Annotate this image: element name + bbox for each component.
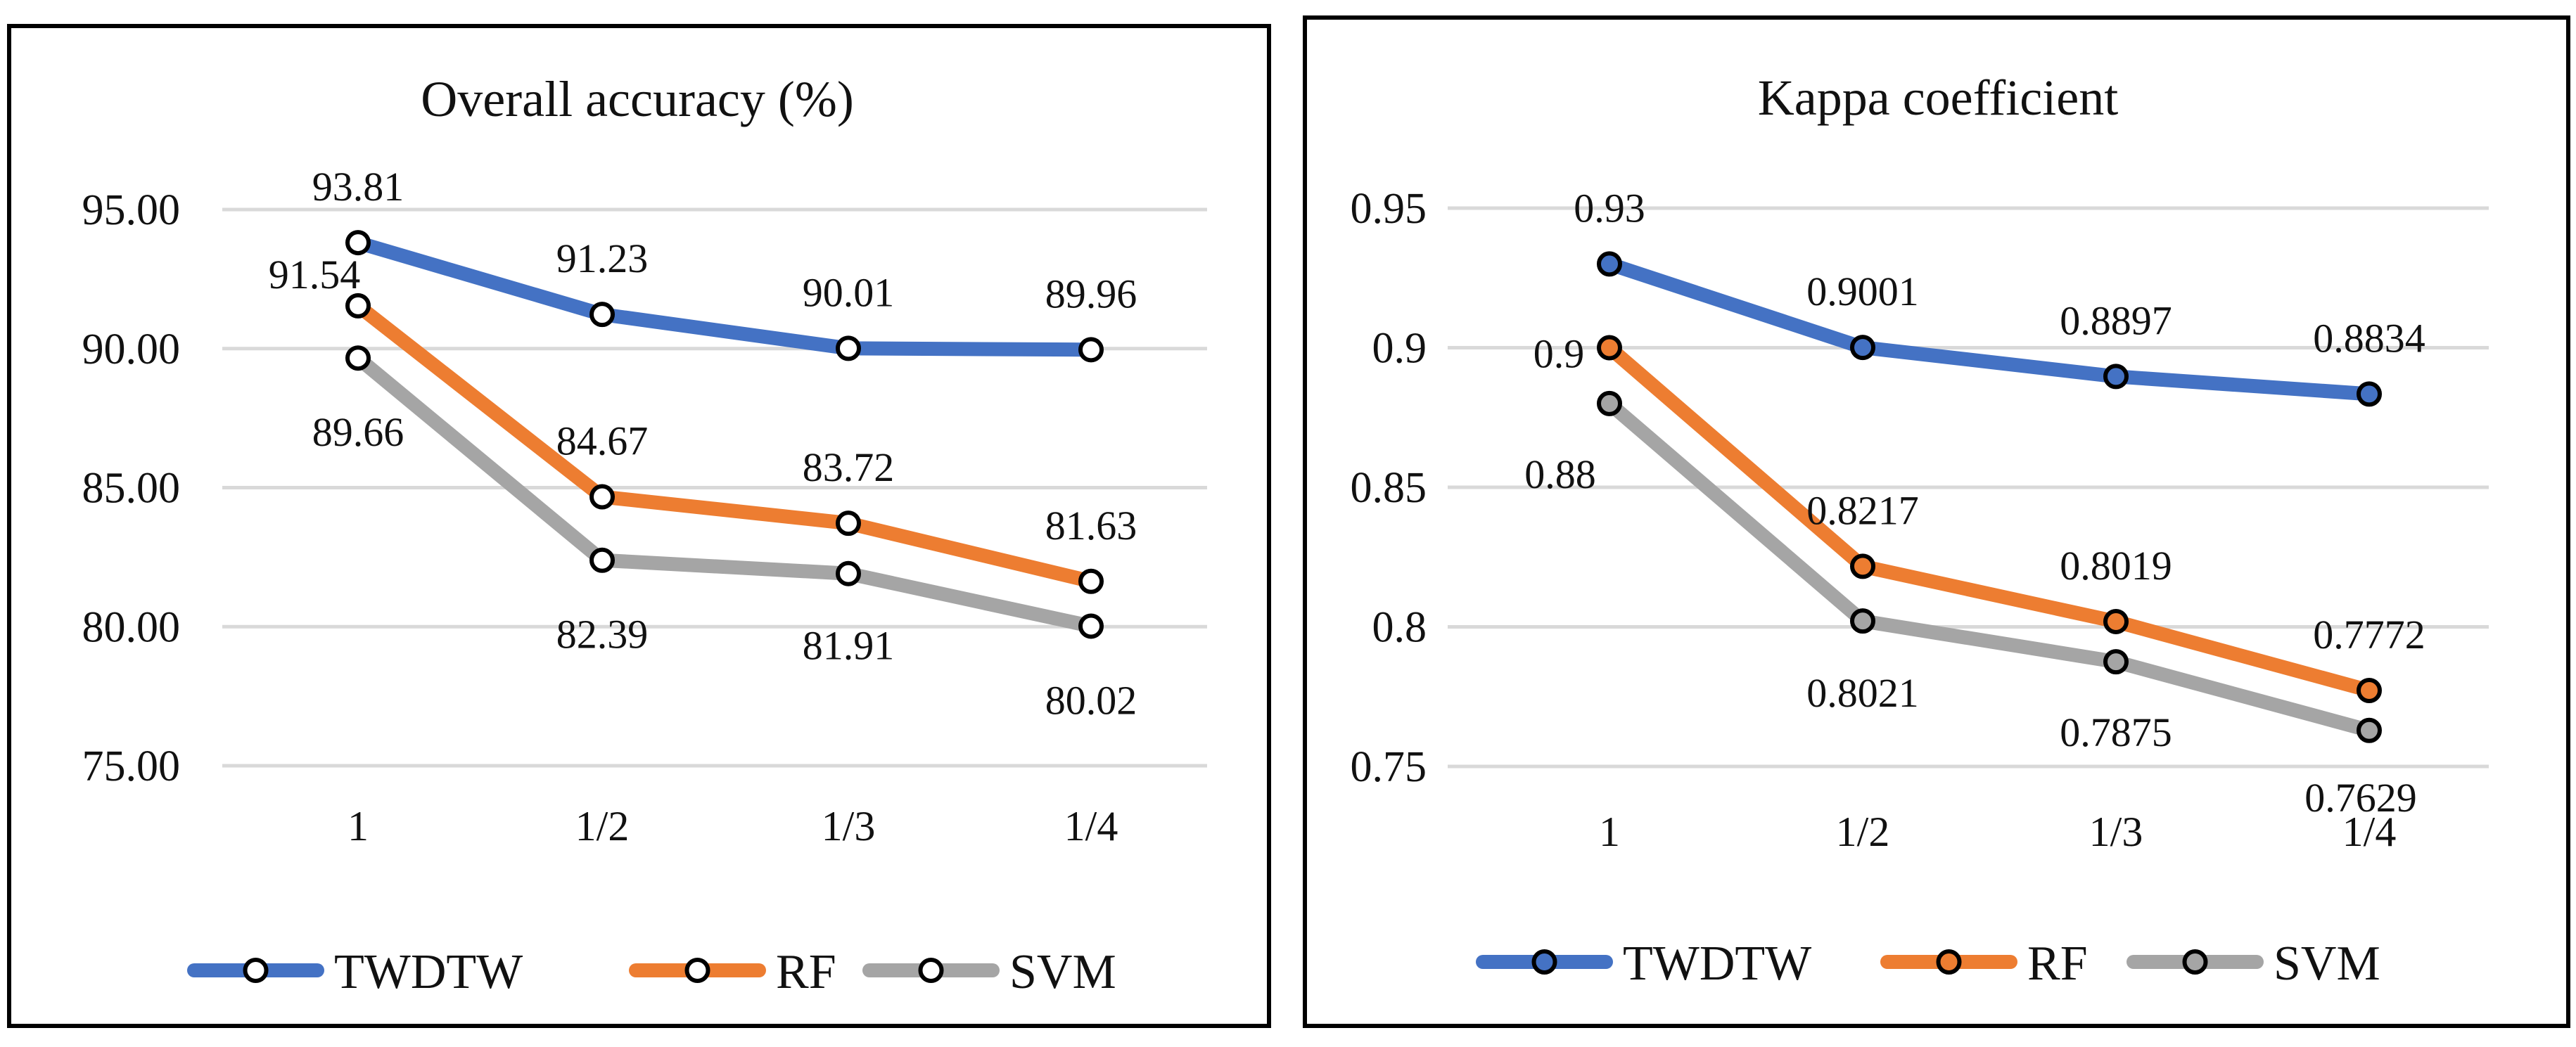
- legend-marker-twdtw: [243, 958, 269, 983]
- data-label-twdtw: 91.23: [556, 236, 649, 281]
- data-label-rf: 91.54: [269, 252, 361, 297]
- kappa-coefficient-chart-panel: Kappa coefficient 0.75 0.8 0.85 0.9 0.95 1 1/2 1…: [1303, 15, 2570, 1028]
- x-tick-label: 1/2: [1836, 809, 1890, 855]
- data-point-svm: [589, 547, 615, 573]
- data-point-twdtw: [2103, 364, 2129, 390]
- legend-label-rf: RF: [776, 945, 836, 999]
- data-label-twdtw: 0.8834: [2313, 315, 2425, 361]
- data-point-svm: [2357, 717, 2382, 743]
- data-point-rf: [2357, 678, 2382, 704]
- x-tick-label: 1: [347, 803, 369, 849]
- y-tick-label: 95.00: [82, 186, 181, 234]
- data-label-svm: 0.7629: [2304, 775, 2417, 821]
- data-label-rf: 0.8217: [1806, 487, 1919, 533]
- kappa-coefficient-chart: Kappa coefficient 0.75 0.8 0.85 0.9 0.95 1 1/2 1…: [1351, 70, 2489, 991]
- y-tick-label: 0.9: [1372, 325, 1427, 373]
- data-point-svm: [1078, 613, 1104, 639]
- series-line-svm: [1602, 396, 2376, 738]
- data-point-rf: [345, 293, 371, 319]
- legend-label-twdtw: TWDTW: [1623, 937, 1811, 991]
- data-label-svm: 82.39: [556, 612, 649, 657]
- x-tick-label: 1/4: [1064, 803, 1118, 849]
- data-label-twdtw: 0.8897: [2060, 297, 2172, 343]
- data-label-svm: 81.91: [803, 623, 895, 669]
- data-label-rf: 0.7772: [2313, 612, 2425, 657]
- overall-accuracy-chart: Overall accuracy (%) 75.00 80.00 85.00 90.00…: [82, 71, 1207, 999]
- legend-marker-rf: [684, 958, 710, 983]
- y-tick-label: 75.00: [82, 743, 181, 790]
- x-tick-label: 1/3: [822, 803, 876, 849]
- y-tick-label: 0.95: [1351, 185, 1427, 233]
- series-line-svm: [351, 351, 1098, 634]
- y-tick-label: 0.85: [1351, 464, 1427, 512]
- y-tick-label: 0.75: [1351, 743, 1427, 791]
- data-label-rf: 83.72: [803, 444, 895, 490]
- data-point-svm: [1850, 608, 1875, 634]
- data-point-twdtw: [1850, 335, 1875, 361]
- x-tick-label: 1: [1599, 809, 1620, 855]
- data-label-svm: 0.8021: [1806, 670, 1919, 716]
- data-point-twdtw: [589, 302, 615, 328]
- data-label-rf: 0.9: [1534, 331, 1585, 377]
- data-label-rf: 84.67: [556, 418, 649, 464]
- y-tick-label: 90.00: [82, 326, 181, 373]
- data-point-rf: [1078, 568, 1104, 594]
- data-label-twdtw: 0.93: [1574, 185, 1645, 231]
- legend-label-rf: RF: [2027, 937, 2088, 991]
- data-point-twdtw: [1597, 251, 1622, 277]
- legend-label-svm: SVM: [1009, 945, 1116, 999]
- data-point-rf: [2103, 608, 2129, 634]
- data-label-twdtw: 93.81: [312, 164, 404, 210]
- data-label-twdtw: 0.9001: [1806, 269, 1919, 314]
- data-point-twdtw: [836, 335, 861, 361]
- series-line-twdtw: [1602, 257, 2376, 402]
- data-point-twdtw: [1078, 337, 1104, 363]
- legend-marker-twdtw: [1531, 949, 1557, 975]
- data-label-svm: 89.66: [312, 409, 404, 455]
- chart-title: Kappa coefficient: [1758, 70, 2118, 126]
- data-point-rf: [1850, 553, 1875, 579]
- chart-title: Overall accuracy (%): [421, 71, 854, 127]
- legend-label-twdtw: TWDTW: [334, 945, 523, 999]
- data-point-twdtw: [345, 230, 371, 256]
- data-label-twdtw: 89.96: [1045, 271, 1137, 316]
- data-point-svm: [2103, 649, 2129, 675]
- overall-accuracy-chart-panel: Overall accuracy (%) 75.00 80.00 85.00 90.00…: [7, 24, 1271, 1028]
- legend-marker-svm: [2182, 949, 2208, 975]
- y-tick-label: 85.00: [82, 465, 181, 513]
- legend-marker-rf: [1936, 949, 1962, 975]
- x-tick-label: 1/2: [575, 803, 630, 849]
- data-label-svm: 0.7875: [2060, 709, 2172, 755]
- x-tick-label: 1/3: [2089, 809, 2143, 855]
- data-point-twdtw: [2357, 381, 2382, 407]
- legend-label-svm: SVM: [2274, 937, 2380, 991]
- data-point-rf: [1597, 335, 1622, 361]
- y-tick-label: 0.8: [1372, 604, 1427, 652]
- data-point-rf: [836, 510, 861, 537]
- data-label-twdtw: 90.01: [803, 269, 895, 315]
- legend-marker-svm: [918, 958, 944, 983]
- data-label-rf: 81.63: [1045, 503, 1137, 548]
- data-point-svm: [836, 560, 861, 586]
- data-label-svm: 0.88: [1524, 451, 1596, 497]
- series-line-twdtw: [351, 236, 1098, 357]
- x-tick-label: 1/4: [2342, 809, 2397, 855]
- data-label-rf: 0.8019: [2060, 543, 2172, 589]
- data-point-svm: [1597, 390, 1622, 416]
- data-point-svm: [345, 345, 371, 371]
- data-label-svm: 80.02: [1045, 677, 1137, 723]
- y-tick-label: 80.00: [82, 603, 181, 651]
- data-point-rf: [589, 484, 615, 510]
- series-line-rf: [351, 298, 1098, 589]
- series-line-rf: [1602, 340, 2376, 698]
